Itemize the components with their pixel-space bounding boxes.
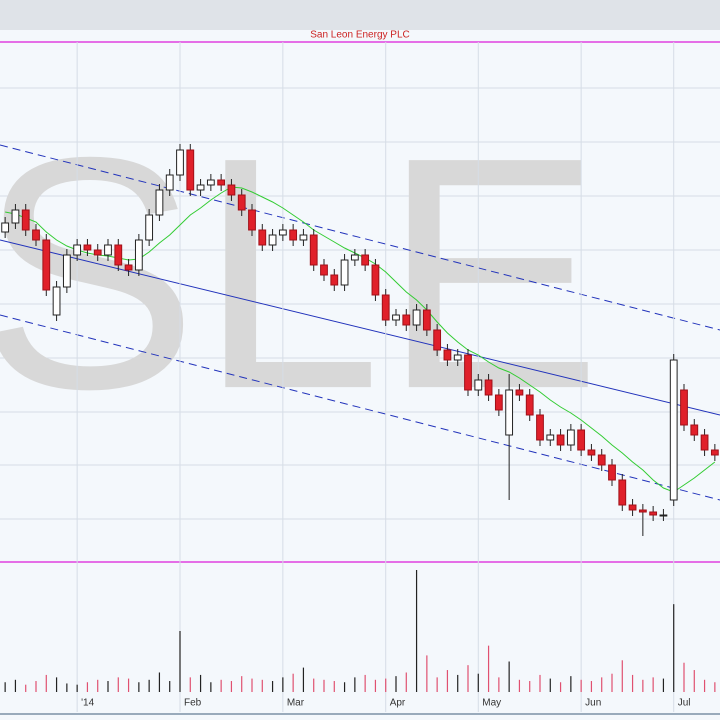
candle-body [443, 349, 452, 361]
candle-body [186, 149, 195, 191]
candle-body [597, 454, 606, 466]
candle-body [83, 244, 92, 251]
moving-average [5, 186, 716, 493]
candle-body [618, 479, 627, 506]
candle-body [62, 254, 71, 288]
candle-body [515, 389, 524, 396]
candle-body [536, 414, 544, 441]
trend-channel [0, 144, 720, 501]
candle-body [52, 286, 61, 316]
candle-body [464, 354, 472, 391]
candle-body [525, 394, 534, 416]
candle-body [330, 274, 339, 286]
candle-body [155, 189, 164, 216]
candle-body [587, 449, 596, 456]
candle-body [32, 229, 40, 241]
candle-body [494, 394, 503, 411]
candle-body [422, 309, 431, 331]
candle-body [268, 234, 277, 246]
candle-body [227, 184, 236, 196]
candle-body [381, 294, 390, 321]
candle-body [289, 229, 298, 241]
candle-body [217, 179, 226, 186]
candle-body [309, 234, 318, 266]
candle-body [453, 354, 462, 361]
x-tick-label: May [482, 698, 501, 709]
candle-body [412, 309, 421, 326]
candle-body [73, 244, 82, 256]
candle-body [556, 434, 565, 446]
candle-body [104, 244, 112, 256]
candle-body [176, 149, 184, 176]
candle-body [638, 509, 647, 513]
x-tick-label: Apr [390, 698, 406, 709]
candle-body [1, 222, 10, 233]
candle-body [42, 239, 51, 291]
candle-body [669, 359, 678, 501]
candle-body [546, 434, 555, 441]
x-tick-label: '14 [81, 698, 94, 709]
candle-body [649, 511, 658, 516]
chart-title: San Leon Energy PLC [310, 30, 410, 41]
candle-body [165, 174, 174, 191]
candle-body [237, 194, 246, 211]
x-tick-label: Mar [287, 698, 305, 709]
candle-body [700, 434, 709, 451]
candle-body [505, 389, 514, 436]
candle-body [350, 254, 359, 261]
candle-body [93, 249, 102, 256]
candle-body [628, 504, 637, 511]
candle-body [474, 379, 483, 391]
x-tick-label: Jun [585, 698, 601, 709]
candle-body [114, 244, 123, 266]
candle-body [320, 264, 328, 276]
candle-body [206, 179, 215, 186]
candle-body [21, 209, 30, 231]
candle-body [145, 214, 154, 241]
candle-body [299, 234, 308, 241]
candle-body [433, 329, 442, 351]
candle-body [248, 209, 256, 231]
candle-body [196, 184, 205, 191]
candle-body [11, 209, 20, 224]
candle-body [134, 239, 143, 271]
candle-body [392, 314, 400, 321]
candle-body [659, 514, 668, 517]
candle-body [566, 429, 575, 446]
candle-body [402, 314, 411, 326]
candle-body [278, 229, 287, 236]
candle-body [577, 429, 586, 451]
candle-body [124, 264, 133, 271]
x-tick-label: Jul [678, 698, 691, 709]
candle-body [690, 424, 699, 436]
candle-body [258, 229, 267, 246]
candle-body [680, 389, 688, 426]
candle-body [371, 264, 380, 296]
candle-body [608, 464, 616, 481]
header-bar [0, 0, 720, 30]
x-tick-label: Feb [184, 698, 202, 709]
candle-body [484, 379, 493, 396]
candle-body [340, 259, 349, 286]
candle-body [361, 254, 370, 266]
candle-body [710, 449, 719, 456]
